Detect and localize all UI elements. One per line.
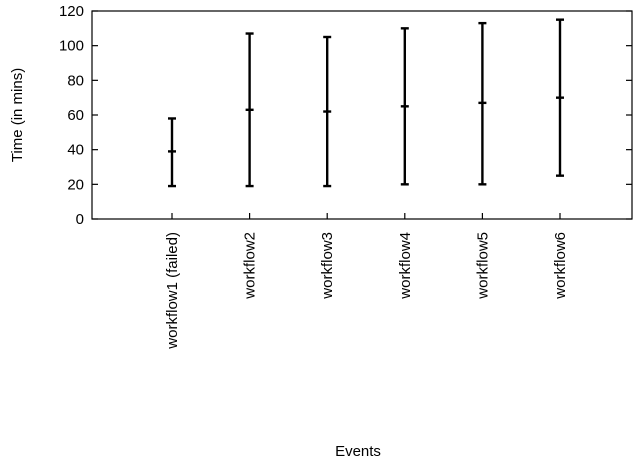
x-axis-label: Events bbox=[335, 443, 381, 460]
y-axis-ticks: 0 20 40 60 80 100 120 bbox=[59, 3, 632, 228]
y-tick-label: 60 bbox=[67, 107, 84, 124]
plot-border bbox=[91, 10, 633, 220]
x-tick-label: workflow5 bbox=[474, 232, 491, 300]
x-tick-label: workflow1 (failed) bbox=[164, 232, 181, 350]
x-tick-label: workflow6 bbox=[552, 232, 569, 300]
error-bar bbox=[323, 35, 332, 188]
x-tick-label: workflow2 bbox=[242, 232, 259, 300]
x-axis-ticks: workflow1 (failed) workflow2 workflow3 work… bbox=[164, 213, 569, 350]
y-tick-label: 100 bbox=[59, 38, 84, 55]
error-bar bbox=[400, 27, 409, 186]
y-tick-label: 120 bbox=[59, 3, 84, 20]
error-bar bbox=[556, 18, 564, 177]
x-tick-label: workflow3 bbox=[319, 232, 336, 300]
x-tick-label: workflow4 bbox=[397, 232, 414, 300]
y-tick-label: 40 bbox=[67, 142, 84, 159]
y-tick-label: 0 bbox=[76, 211, 84, 228]
error-bars bbox=[168, 18, 564, 188]
plot-frame bbox=[91, 10, 633, 220]
error-bar bbox=[168, 117, 176, 188]
error-bar bbox=[245, 32, 254, 188]
y-tick-label: 80 bbox=[67, 72, 84, 89]
y-axis-label: Time (in mins) bbox=[9, 68, 26, 162]
y-tick-label: 20 bbox=[67, 176, 84, 193]
error-bar bbox=[478, 21, 487, 186]
